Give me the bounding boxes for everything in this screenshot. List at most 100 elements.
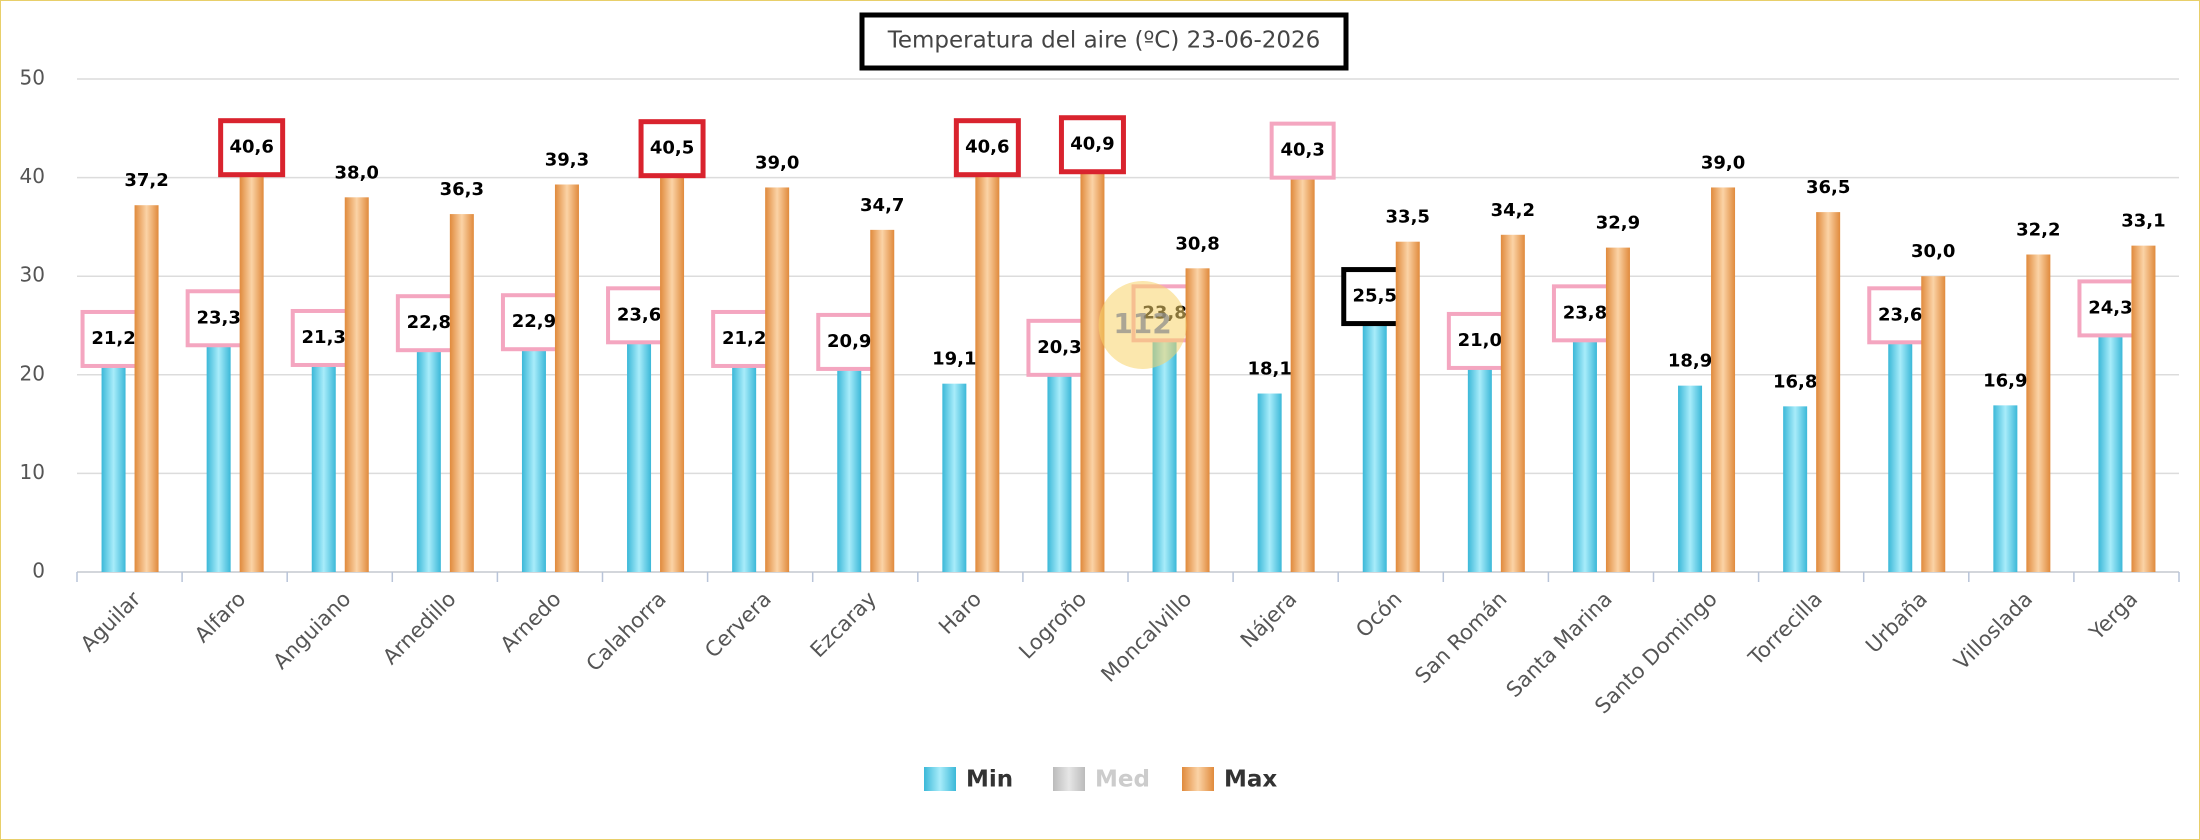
- bar: [101, 362, 126, 572]
- label-box: [1026, 318, 1093, 377]
- bar: [1921, 276, 1946, 572]
- legend-swatch: [1182, 767, 1214, 791]
- bar: [1257, 393, 1282, 572]
- bar: [975, 171, 1000, 572]
- bar: [837, 365, 862, 572]
- data-label: 30,8: [1175, 233, 1219, 254]
- bar: [1047, 371, 1072, 572]
- label-box: [711, 309, 778, 368]
- data-label: 40,5: [650, 138, 694, 159]
- data-label: 24,3: [2088, 297, 2132, 318]
- bar: [1152, 337, 1177, 572]
- label-box: [500, 293, 567, 352]
- label-box: [1341, 267, 1409, 327]
- bar: [1888, 339, 1913, 572]
- x-tick-label: Arnedillo: [378, 587, 460, 669]
- label-box: [218, 118, 286, 178]
- title-box: [859, 12, 1349, 71]
- bar: [1290, 174, 1315, 572]
- data-label: 21,2: [91, 328, 135, 349]
- data-label: 37,2: [124, 170, 168, 191]
- data-label: 40,6: [229, 137, 273, 158]
- data-label: 40,6: [965, 137, 1009, 158]
- bar: [660, 172, 685, 573]
- data-label: 18,9: [1668, 351, 1712, 372]
- data-label: 22,8: [407, 312, 451, 333]
- label-box: [1058, 115, 1126, 175]
- data-label: 23,6: [617, 304, 661, 325]
- x-tick-label: Cervera: [700, 587, 776, 663]
- data-label: 39,3: [545, 150, 589, 171]
- x-tick-label: Logroño: [1014, 587, 1091, 664]
- label-box: [395, 294, 462, 353]
- x-tick-label: Ezcaray: [806, 587, 881, 662]
- bar: [1080, 168, 1105, 572]
- data-label: 25,5: [1353, 286, 1397, 307]
- data-label: 36,3: [440, 179, 484, 200]
- data-label: 30,0: [1911, 241, 1955, 262]
- x-tick-label: Aguilar: [76, 587, 146, 657]
- bar: [554, 184, 579, 572]
- bar: [206, 342, 231, 572]
- legend-swatch: [924, 767, 956, 791]
- bar: [449, 214, 474, 572]
- x-tick-label: Anguiano: [268, 587, 355, 674]
- legend-swatch: [1053, 767, 1085, 791]
- bar: [311, 361, 336, 572]
- bar: [2026, 254, 2051, 572]
- x-tick-label: Yerga: [2084, 587, 2142, 645]
- legend-label: Max: [1224, 767, 1277, 793]
- bar: [416, 347, 441, 572]
- y-tick-label: 10: [20, 460, 45, 484]
- bar: [1395, 241, 1420, 572]
- legend-label: Min: [966, 767, 1013, 793]
- label-box: [638, 119, 706, 179]
- legend-item[interactable]: Med: [1053, 767, 1150, 793]
- label-box: [2077, 279, 2144, 338]
- chart-title: Temperatura del aire (ºC) 23-06-2026: [887, 28, 1321, 54]
- data-label: 23,8: [1563, 302, 1607, 323]
- bar: [765, 187, 790, 572]
- bar: [1362, 320, 1387, 572]
- bar: [1993, 405, 2018, 572]
- x-tick-label: Haro: [934, 587, 986, 639]
- bar: [732, 362, 757, 572]
- label-box: [185, 289, 252, 348]
- y-tick-label: 30: [20, 263, 45, 287]
- data-label: 38,0: [335, 162, 379, 183]
- data-label: 34,7: [860, 195, 904, 216]
- data-label: 39,0: [755, 152, 799, 173]
- data-label: 22,9: [512, 311, 556, 332]
- y-tick-label: 40: [20, 164, 45, 188]
- data-label: 16,8: [1773, 371, 1817, 392]
- bar: [1467, 364, 1492, 572]
- label-box: [290, 308, 357, 367]
- badge-text: 112: [1113, 307, 1171, 340]
- y-tick-label: 20: [20, 361, 45, 385]
- bar: [1605, 247, 1630, 572]
- label-box: [953, 118, 1021, 178]
- bar: [521, 346, 546, 572]
- legend-item[interactable]: Min: [924, 767, 1013, 793]
- x-tick-label: Torrecilla: [1743, 587, 1827, 671]
- bar: [2131, 245, 2156, 572]
- data-label: 34,2: [1491, 200, 1535, 221]
- y-tick-label: 50: [20, 66, 45, 90]
- legend-item[interactable]: Max: [1182, 767, 1277, 793]
- data-label: 32,9: [1596, 213, 1640, 234]
- data-label: 32,2: [2016, 220, 2060, 241]
- x-tick-label: Villoslada: [1949, 587, 2037, 675]
- x-tick-label: Arnedo: [496, 587, 566, 657]
- bar: [1816, 212, 1841, 573]
- bar: [1783, 406, 1808, 572]
- data-label: 20,3: [1037, 337, 1081, 358]
- x-tick-label: Nájera: [1236, 587, 1302, 653]
- x-tick-label: Urbaña: [1861, 587, 1932, 658]
- bar: [942, 383, 967, 572]
- bar: [1500, 234, 1525, 572]
- x-tick-label: Santa Marina: [1502, 587, 1617, 702]
- x-tick-label: San Román: [1410, 587, 1511, 688]
- data-label: 23,3: [196, 307, 240, 328]
